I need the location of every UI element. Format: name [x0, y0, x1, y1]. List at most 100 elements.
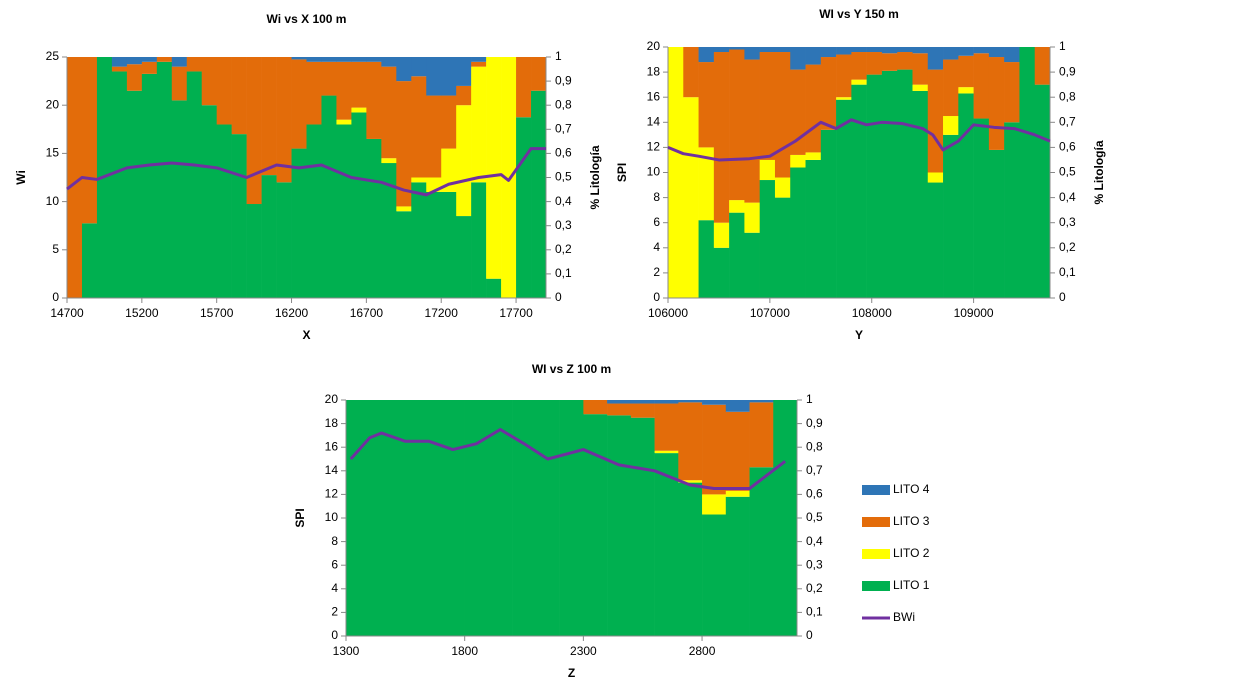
x-tick-label: 15200	[125, 306, 159, 320]
lito-segment	[141, 73, 158, 299]
y-axis-title: Wi	[14, 170, 28, 185]
y2-tick-label: 0,9	[806, 416, 823, 430]
lito-segment	[369, 400, 394, 636]
lito-segment	[276, 57, 292, 183]
legend-swatch	[862, 581, 890, 591]
lito-segment	[881, 53, 898, 71]
lito-segment	[678, 480, 703, 483]
lito-segment	[583, 414, 608, 636]
y-tick-label: 2	[331, 605, 338, 619]
lito-segment	[713, 52, 730, 223]
y-tick-label: 18	[325, 416, 339, 430]
lito-segment	[678, 482, 703, 636]
lito-segment	[464, 400, 489, 636]
y2-tick-label: 0,3	[806, 557, 823, 571]
lito-segment	[943, 134, 959, 298]
y-tick-label: 8	[653, 190, 660, 204]
y-tick-label: 12	[325, 487, 339, 501]
lito-segment	[231, 57, 247, 135]
lito-segment	[306, 57, 322, 62]
lito-segment	[186, 71, 203, 299]
lito-segment	[440, 400, 465, 636]
lito-segment	[336, 57, 352, 62]
y-axis-title: SPI	[615, 163, 629, 182]
lito-segment	[759, 159, 776, 181]
lito-segment	[441, 191, 457, 298]
lito-segment	[897, 47, 913, 53]
lito-segment	[535, 400, 560, 636]
y2-axis-title: % Litología	[1092, 140, 1106, 204]
lito-segment	[291, 148, 307, 298]
lito-segment	[943, 59, 959, 117]
lito-segment	[381, 163, 397, 298]
lito-segment	[306, 124, 322, 298]
y-tick-label: 20	[46, 97, 60, 111]
lito-segment	[306, 61, 322, 125]
x-tick-label: 108000	[852, 306, 892, 320]
y-tick-label: 6	[331, 557, 338, 571]
lito-segment	[559, 400, 584, 636]
lito-segment	[291, 59, 307, 149]
lito-segment	[759, 47, 776, 53]
lito-segment	[171, 57, 188, 67]
lito-segment	[790, 47, 806, 70]
lito-segment	[958, 87, 974, 94]
lito-segment	[927, 47, 944, 70]
lito-segment	[774, 52, 791, 178]
lito-segment	[744, 59, 760, 203]
lito-segment	[366, 61, 382, 139]
y-tick-label: 2	[653, 265, 660, 279]
lito-segment	[426, 57, 442, 96]
y-tick-label: 10	[647, 165, 661, 179]
y2-tick-label: 0,3	[555, 218, 572, 232]
lito-segment	[346, 400, 371, 636]
lito-segment	[805, 64, 822, 153]
lito-segment	[351, 57, 367, 62]
lito-segment	[744, 47, 760, 60]
lito-segment	[958, 47, 974, 56]
lito-segment	[516, 57, 532, 118]
y2-tick-label: 0,3	[1059, 215, 1076, 229]
y-tick-label: 10	[46, 194, 60, 208]
lito-segment	[749, 467, 774, 636]
lito-segment	[851, 47, 867, 53]
lito-segment	[654, 450, 679, 454]
bwi-line	[667, 118, 1051, 162]
y-tick-label: 4	[331, 581, 338, 595]
lito-segment	[912, 47, 929, 54]
lito-segment	[501, 57, 517, 298]
lito-segment	[351, 112, 367, 299]
x-tick-label: 14700	[50, 306, 84, 320]
lito-segment	[486, 57, 502, 279]
y-tick-label: 20	[647, 39, 661, 53]
lito-segment	[988, 47, 1005, 58]
lito-segment	[744, 232, 760, 298]
lito-segment	[881, 47, 898, 54]
lito-segment	[678, 402, 703, 481]
lito-segment	[396, 81, 412, 207]
lito-segment	[351, 107, 367, 113]
y2-tick-label: 0,8	[555, 97, 572, 111]
lito-segment	[171, 66, 188, 101]
lito-segment	[1034, 47, 1051, 85]
y2-tick-label: 0,5	[1059, 165, 1076, 179]
lito-segment	[702, 514, 727, 636]
legend-label: LITO 4	[893, 482, 930, 496]
y2-tick-label: 0	[555, 290, 562, 304]
lito-segment	[725, 411, 750, 491]
lito-segment	[973, 53, 990, 119]
lito-segment	[488, 400, 513, 636]
y2-tick-label: 0,7	[555, 121, 572, 135]
lito-segment	[988, 57, 1005, 150]
lito-segment	[774, 177, 791, 198]
lito-segment	[759, 52, 776, 160]
lito-segment	[790, 154, 806, 168]
lito-segment	[897, 69, 913, 298]
y-tick-label: 25	[46, 49, 60, 63]
lito-segment	[654, 400, 679, 404]
y-tick-label: 8	[331, 534, 338, 548]
lito-segment	[881, 70, 898, 298]
y2-tick-label: 0,2	[555, 242, 572, 256]
lito-segment	[713, 247, 730, 298]
